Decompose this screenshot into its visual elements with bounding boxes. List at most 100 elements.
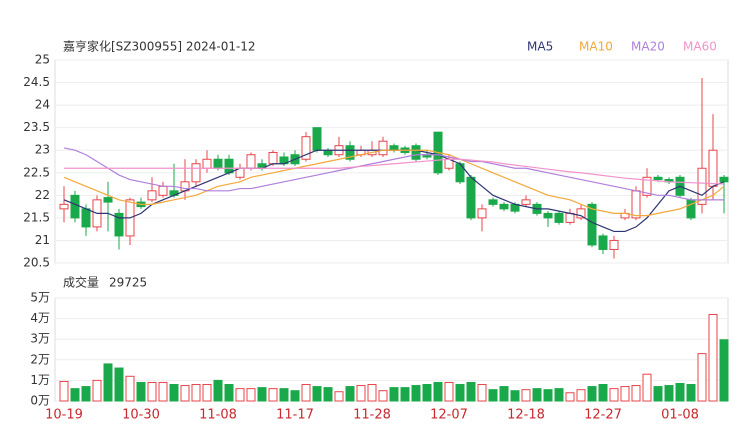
volume-bar [433,381,443,402]
ma-line [63,149,725,217]
candle-body [246,154,256,169]
volume-bar [653,386,663,402]
candle-body [345,145,355,160]
candle-body [631,190,641,219]
x-tick-label: 12-27 [584,408,622,423]
y-tick-label: 5万 [30,291,50,305]
x-tick-label: 11-08 [199,408,237,423]
y-tick-label: 22.5 [23,165,50,179]
volume-bar [81,386,91,402]
volume-bar [367,384,377,402]
price-frame [54,59,729,264]
candle-body [521,199,531,205]
candle-body [103,197,113,203]
volume-bar [92,379,102,402]
volume-bar [334,391,344,402]
candle-body [70,194,80,219]
volume-bar [125,375,135,402]
volume-bar [620,386,630,402]
volume-bar [565,392,575,402]
candle-body [697,167,707,205]
volume-bar [257,387,267,402]
volume-bar [631,385,641,402]
candle-body [59,203,69,210]
candle-body [323,149,333,156]
volume-bar [323,387,333,402]
volume-bar [301,384,311,402]
volume-bar [455,384,465,402]
volume-bar [59,380,69,402]
candle-body [81,208,91,228]
volume-bar [136,381,146,402]
y-tick-label: 4万 [30,311,50,325]
legend-label: MA20 [631,40,665,54]
candle-body [653,176,663,181]
candle-body [598,235,608,250]
candle-body [488,199,498,205]
volume-bar [444,381,454,402]
volume-bar [466,381,476,402]
candle-body [543,212,553,219]
y-tick-label: 21 [35,233,50,247]
volume-bar [532,388,542,402]
volume-bar [411,385,421,402]
x-tick-label: 10-19 [45,408,83,423]
volume-bar [598,384,608,402]
candle-body [312,127,322,151]
volume-bar [103,363,113,402]
volume-bar [114,367,124,402]
x-tick-label: 11-17 [276,408,314,423]
volume-bar [499,386,509,402]
candle-body [719,176,729,183]
volume-bar [246,388,256,402]
candle-body [268,151,278,165]
volume-bar [224,384,234,402]
y-tick-label: 23 [35,143,50,157]
y-tick-label: 2万 [30,352,50,366]
candle-body [224,158,234,174]
volume-bar [191,384,201,402]
volume-bar [697,353,707,402]
volume-latest: 29725 [109,276,147,290]
candle-body [477,208,487,219]
y-tick-label: 24.5 [23,75,50,89]
y-tick-label: 20.5 [23,256,50,270]
volume-bar [543,389,553,402]
x-tick-label: 10-30 [122,408,160,423]
candle-body [686,199,696,219]
volume-bar [521,389,531,402]
volume-bar [378,390,388,402]
candle-body [499,203,509,210]
candle-body [565,212,575,223]
volume-bar [719,339,729,402]
y-tick-label: 23.5 [23,120,50,134]
candle-body [191,163,201,183]
volume-bar [180,385,190,402]
y-tick-label: 25 [35,53,50,67]
volume-bar [213,379,223,402]
y-tick-label: 24 [35,98,50,112]
x-tick-label: 12-07 [430,408,468,423]
candle-body [466,176,476,219]
legend-label: MA60 [683,40,717,54]
y-tick-label: 1万 [30,373,50,387]
candle-body [114,212,124,237]
candle-body [158,185,168,196]
candle-body [609,239,619,250]
volume-bar [664,385,674,402]
volume-bar [642,373,652,402]
volume-title: 成交量 [63,275,99,290]
volume-bar [158,381,168,402]
volume-bar [510,390,520,402]
volume-bar [147,381,157,402]
volume-bar [400,387,410,402]
y-tick-label: 22 [35,188,50,202]
legend-label: MA5 [527,40,553,54]
candle-body [411,145,421,160]
candle-body [202,158,212,169]
volume-bar [675,382,685,402]
volume-bar [422,384,432,402]
volume-bar [576,389,586,402]
candle-body [576,208,586,219]
